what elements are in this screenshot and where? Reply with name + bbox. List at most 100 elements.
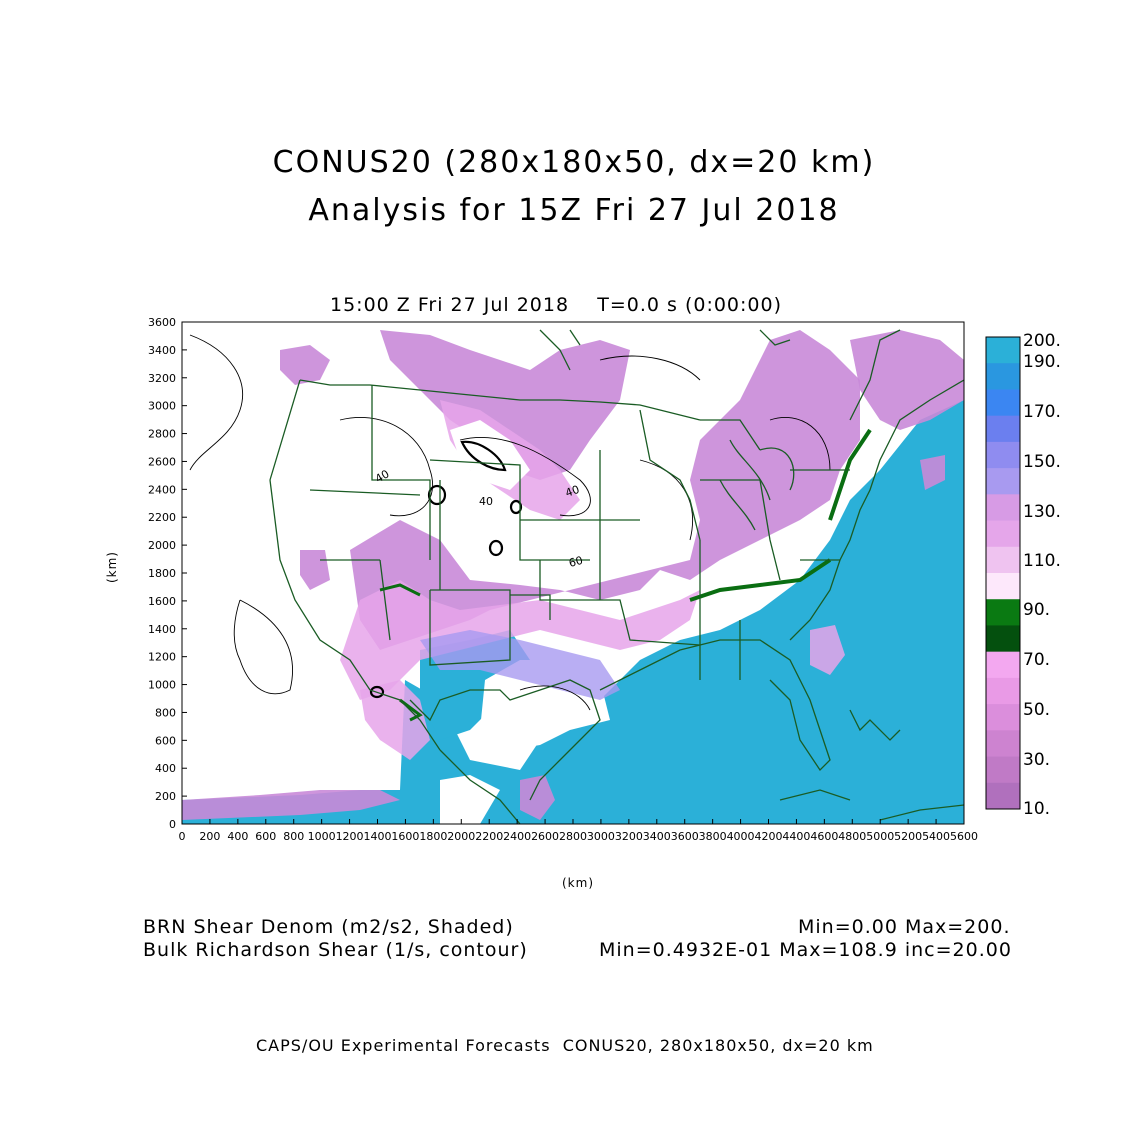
x-tick-label: 400: [227, 830, 248, 843]
colorbar-frame: [985, 336, 1021, 810]
x-tick-label: 4600: [810, 830, 838, 843]
x-tick-label: 600: [255, 830, 276, 843]
colorbar-swatch: [986, 494, 1020, 522]
x-tick-label: 3200: [615, 830, 643, 843]
x-tick-label: 1000: [308, 830, 336, 843]
colorbar-label: 10.: [1023, 799, 1051, 819]
footer-credit: CAPS/OU Experimental Forecasts CONUS20, …: [256, 1036, 874, 1055]
shaded-field-stats: Min=0.00 Max=200.: [798, 916, 1011, 938]
colorbar: [985, 336, 1021, 810]
colorbar-swatch: [986, 520, 1020, 548]
x-tick-label: 5200: [894, 830, 922, 843]
colorbar-swatch: [986, 415, 1020, 443]
x-axis: 0 200 400 600 800 1000 1200 1400 1600 1800 2000 220…: [179, 819, 978, 843]
x-tick-label: 5600: [950, 830, 978, 843]
y-tick-label: 1200: [148, 651, 176, 664]
colorbar-swatch: [986, 756, 1020, 784]
colorbar-swatch: [986, 677, 1020, 705]
y-tick-label: 2400: [148, 483, 176, 496]
colorbar-swatch: [986, 468, 1020, 495]
y-tick-label: 1600: [148, 595, 176, 608]
x-tick-label: 4400: [782, 830, 810, 843]
colorbar-label: 70.: [1023, 650, 1051, 670]
colorbar-label: 190.: [1023, 352, 1061, 372]
x-tick-label: 5000: [866, 830, 894, 843]
contour-label: 40: [564, 483, 582, 500]
x-tick-label: 3800: [699, 830, 727, 843]
y-axis-label: (km): [105, 550, 120, 584]
shaded-field-mid: [350, 330, 860, 650]
contour-label: 40: [479, 495, 493, 508]
x-tick-label: 2200: [475, 830, 503, 843]
map-field: 40 40 40 60: [182, 322, 964, 824]
figure-title-line1: CONUS20 (280x180x50, dx=20 km): [272, 145, 876, 180]
y-tick-label: 1800: [148, 567, 176, 580]
x-tick-label: 2400: [503, 830, 531, 843]
colorbar-label: 200.: [1023, 331, 1061, 351]
colorbar-swatch: [986, 546, 1020, 574]
y-tick-label: 400: [155, 762, 176, 775]
x-tick-label: 2600: [531, 830, 559, 843]
y-tick-label: 800: [155, 706, 176, 719]
colorbar-label: 30.: [1023, 750, 1051, 770]
y-tick-label: 600: [155, 734, 176, 747]
shaded-field-name: BRN Shear Denom (m2/s2, Shaded): [143, 916, 514, 938]
colorbar-swatch: [986, 441, 1020, 469]
colorbar-swatch: [986, 730, 1020, 758]
x-tick-label: 5400: [922, 830, 950, 843]
x-tick-label: 4200: [755, 830, 783, 843]
y-axis: 0 200 400 600 800 1000 1200 1400 1600 1800 2000 220…: [148, 316, 187, 831]
colorbar-swatch: [986, 389, 1020, 417]
x-tick-label: 3000: [587, 830, 615, 843]
shaded-field-high: [182, 400, 964, 824]
colorbar-swatch: [986, 625, 1020, 653]
x-tick-label: 2800: [559, 830, 587, 843]
colorbar-swatch: [986, 573, 1020, 600]
x-tick-label: 1200: [336, 830, 364, 843]
y-tick-label: 3200: [148, 372, 176, 385]
x-tick-label: 1600: [391, 830, 419, 843]
colorbar-swatch: [986, 651, 1020, 679]
y-tick-label: 2000: [148, 539, 176, 552]
x-tick-label: 4000: [727, 830, 755, 843]
colorbar-label: 150.: [1023, 452, 1061, 472]
colorbar-label: 90.: [1023, 600, 1051, 620]
colorbar-swatch: [986, 363, 1020, 390]
x-tick-label: 1800: [419, 830, 447, 843]
y-tick-label: 3000: [148, 400, 176, 413]
colorbar-label: 130.: [1023, 502, 1061, 522]
x-tick-label: 3600: [671, 830, 699, 843]
valid-time-subtitle: 15:00 Z Fri 27 Jul 2018 T=0.0 s (0:00:00…: [330, 294, 783, 316]
y-tick-label: 2200: [148, 511, 176, 524]
x-tick-label: 4800: [838, 830, 866, 843]
colorbar-label: 50.: [1023, 700, 1051, 720]
x-tick-label: 1400: [364, 830, 392, 843]
colorbar-label: 170.: [1023, 402, 1061, 422]
x-tick-label: 200: [199, 830, 220, 843]
y-tick-label: 2600: [148, 455, 176, 468]
colorbar-swatch: [986, 782, 1020, 810]
contour-field-stats: Min=0.4932E-01 Max=108.9 inc=20.00: [599, 939, 1012, 961]
x-tick-label: 800: [283, 830, 304, 843]
y-tick-label: 3400: [148, 344, 176, 357]
contour-lines: [189, 334, 831, 711]
contour-label: 60: [567, 554, 584, 570]
colorbar-label: 110.: [1023, 551, 1061, 571]
x-tick-label: 3400: [643, 830, 671, 843]
x-tick-label: 0: [179, 830, 186, 843]
y-tick-label: 0: [169, 818, 176, 831]
contour-label: 40: [373, 467, 392, 485]
geographic-borders: [269, 329, 964, 824]
y-tick-label: 2800: [148, 428, 176, 441]
y-tick-label: 1000: [148, 679, 176, 692]
y-tick-label: 200: [155, 790, 176, 803]
figure-title-line2: Analysis for 15Z Fri 27 Jul 2018: [308, 193, 840, 228]
colorbar-swatch: [986, 337, 1020, 364]
contour-field-name: Bulk Richardson Shear (1/s, contour): [143, 939, 528, 961]
y-tick-label: 3600: [148, 316, 176, 329]
y-tick-label: 1400: [148, 623, 176, 636]
x-axis-label: (km): [562, 876, 595, 890]
shaded-field-green: [689, 558, 832, 602]
colorbar-swatch: [986, 599, 1020, 626]
